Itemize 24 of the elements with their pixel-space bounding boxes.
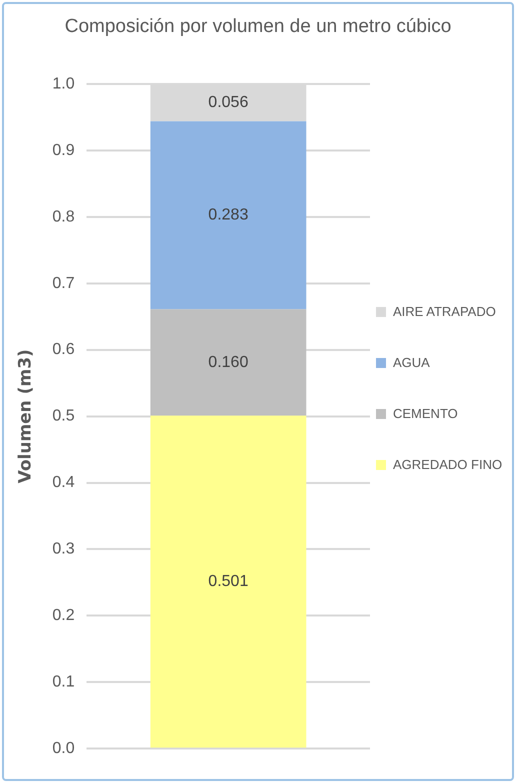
y-tick-label: 0.0: [52, 740, 75, 758]
legend-label: AIRE ATRAPADO: [393, 304, 496, 319]
data-label: 0.160: [208, 354, 248, 371]
bar: [150, 416, 306, 748]
y-tick-label: 0.9: [52, 142, 75, 159]
bar: [150, 309, 306, 416]
bar: [150, 121, 306, 310]
y-tick-label: 1.0: [52, 75, 75, 92]
chart-title: Composición por volumen de un metro cúbico: [64, 16, 452, 38]
y-tick-label: 0.7: [52, 274, 75, 292]
y-tick-label: 0.5: [52, 408, 75, 425]
legend-label: CEMENTO: [393, 406, 458, 421]
legend-label: AGUA: [393, 355, 430, 370]
y-tick-label: 0.8: [52, 208, 75, 226]
data-label: 0.283: [208, 206, 248, 224]
y-axis-title: Volumen (m3): [16, 349, 36, 484]
y-tick-label: 0.3: [52, 540, 75, 558]
y-tick-label: 0.2: [52, 607, 75, 624]
data-label: 0.056: [208, 94, 248, 112]
data-label: 0.501: [208, 573, 248, 590]
y-tick-label: 0.1: [52, 674, 75, 691]
y-tick-label: 0.6: [52, 341, 75, 358]
legend-label: AGREDADO FINO: [393, 457, 502, 472]
y-tick-label: 0.4: [52, 474, 75, 492]
